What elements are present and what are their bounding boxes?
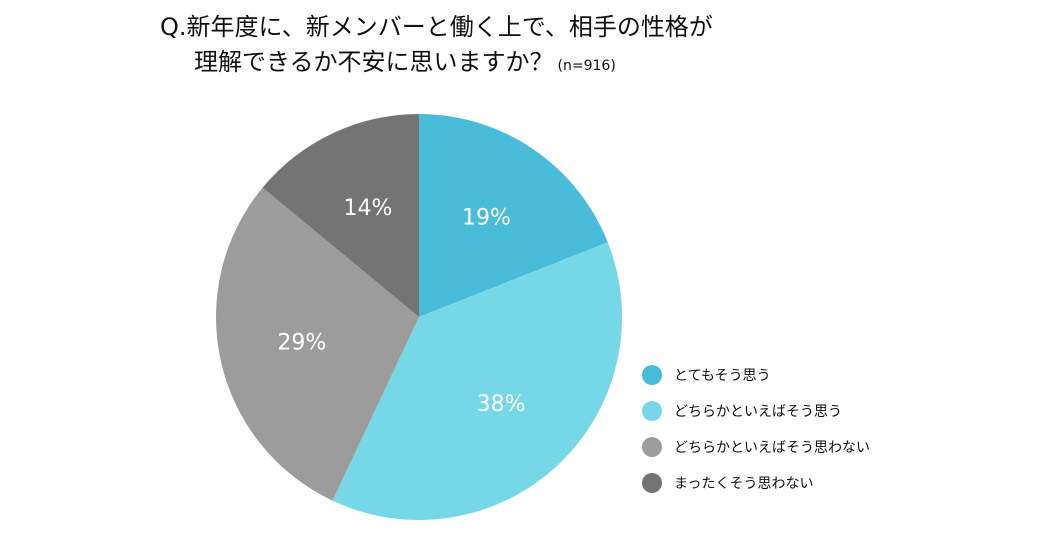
- pie-slice-3: [215, 187, 419, 501]
- pie-slice-label-3: 29%: [277, 331, 326, 356]
- chart-title-line2: 理解できるか不安に思いますか？: [194, 48, 554, 76]
- legend-label-1: とてもそう思う: [674, 368, 771, 384]
- sample-size: (n=916): [557, 58, 616, 74]
- legend-swatch-4: [642, 473, 662, 493]
- legend-swatch-2: [642, 401, 662, 421]
- pie-slice-label-2: 38%: [477, 392, 526, 417]
- legend-label-3: どちらかといえばそう思わない: [674, 440, 870, 456]
- legend-item-4: まったくそう思わない: [642, 472, 870, 494]
- pie-slice-4: [262, 114, 419, 317]
- pie-slice-2: [332, 242, 623, 520]
- legend-label-4: まったくそう思わない: [674, 476, 814, 492]
- pie-slice-label-1: 19%: [462, 205, 511, 230]
- legend-item-2: どちらかといえばそう思う: [642, 400, 870, 422]
- legend-label-2: どちらかといえばそう思う: [674, 404, 842, 420]
- legend-swatch-1: [642, 365, 662, 385]
- legend-item-3: どちらかといえばそう思わない: [642, 436, 870, 458]
- chart-title: Q.新年度に、新メンバーと働く上で、相手の性格が 理解できるか不安に思いますか？…: [160, 10, 713, 84]
- chart-title-line2-wrap: 理解できるか不安に思いますか？ (n=916): [160, 45, 713, 84]
- chart-legend: とてもそう思うどちらかといえばそう思うどちらかといえばそう思わない まったくそう思…: [642, 364, 870, 508]
- pie-slice-label-4: 14%: [343, 196, 392, 221]
- chart-title-line1: Q.新年度に、新メンバーと働く上で、相手の性格が: [160, 13, 713, 41]
- pie-slice-1: [419, 114, 608, 317]
- legend-item-1: とてもそう思う: [642, 364, 870, 386]
- legend-swatch-3: [642, 437, 662, 457]
